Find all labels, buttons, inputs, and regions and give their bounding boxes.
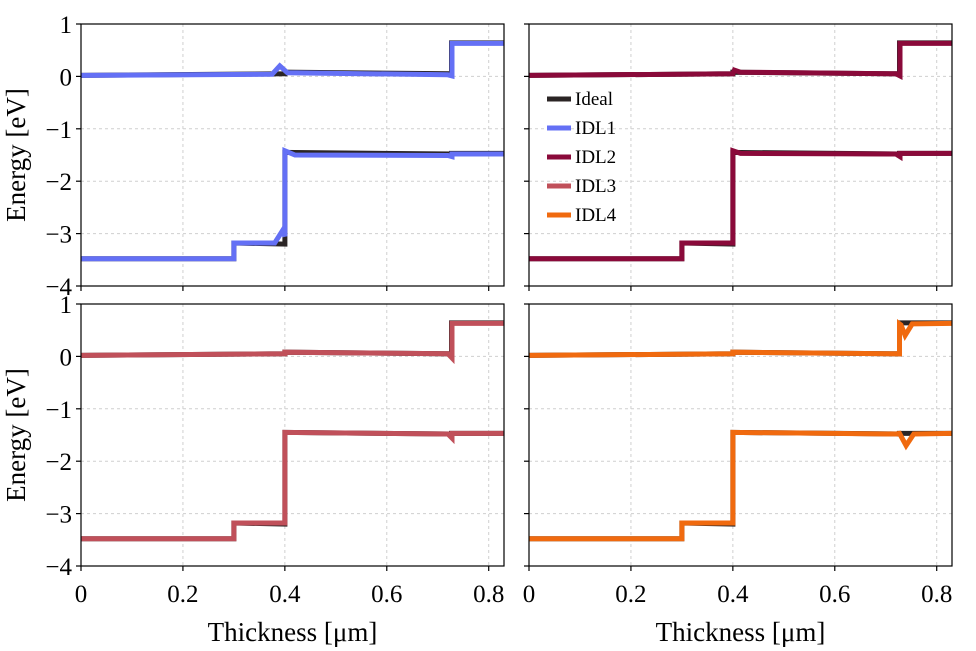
x-tick-label: 0.2 [615, 581, 646, 608]
x-tick-label: 0 [523, 581, 536, 608]
legend-label-idl4: IDL4 [575, 205, 617, 226]
y-tick-label: −1 [45, 397, 72, 424]
y-tick-label: 1 [60, 292, 73, 319]
x-axis-title: Thickness [μm] [208, 617, 378, 647]
y-tick-label: −2 [45, 449, 72, 476]
x-tick-label: 0 [75, 581, 88, 608]
series-line-idl4-vb [529, 429, 952, 542]
series-line-idl1-cb [81, 40, 504, 80]
x-tick-label: 0.6 [371, 581, 402, 608]
x-tick-label: 0.8 [921, 581, 952, 608]
legend-label-idl3: IDL3 [575, 176, 616, 197]
y-tick-label: −4 [45, 554, 72, 581]
y-tick-label: 0 [60, 344, 73, 371]
series-group [81, 40, 504, 262]
series-line-idl3-vb [81, 429, 504, 542]
y-tick-label: −3 [45, 222, 72, 249]
series-line-idl3-cb [81, 320, 504, 365]
panel-bottom-right: 0 0.2 0.4 0.6 0.8 Thickness [μm] [523, 303, 953, 647]
x-axis-title: Thickness [μm] [656, 617, 826, 647]
panel-bottom-left: 0 0.2 0.4 0.6 0.8 1 0 −1 −2 −3 −4 Energy [eV] Thickn… [1, 292, 505, 647]
y-tick-label: 0 [60, 64, 73, 91]
axes-frame [528, 303, 953, 567]
panel-top-right: Ideal IDL1 IDL2 IDL3 IDL4 [524, 23, 953, 291]
legend-label-ideal: Ideal [575, 89, 613, 110]
y-tick-label: 1 [60, 12, 73, 39]
y-tick-label: −2 [45, 169, 72, 196]
series-line-idl1-vb [81, 147, 504, 262]
y-tick-label: −3 [45, 502, 72, 529]
y-tick-label: −4 [45, 274, 72, 301]
series-line-idl2-vb [529, 147, 952, 262]
panel-top-left: 1 0 −1 −2 −3 −4 Energy [eV] [1, 12, 505, 301]
legend-label-idl1: IDL1 [575, 118, 616, 139]
series-line-idl4-cb [529, 318, 952, 358]
x-tick-label: 0.8 [473, 581, 504, 608]
x-tick-label: 0.4 [717, 581, 749, 608]
axes-frame [528, 23, 953, 287]
series-group [81, 320, 504, 542]
x-tick-label: 0.2 [167, 581, 198, 608]
axes-frame [80, 303, 505, 567]
series-line-idl2-cb [529, 40, 952, 80]
legend: Ideal IDL1 IDL2 IDL3 IDL4 [547, 89, 617, 226]
y-axis-title: Energy [eV] [1, 368, 31, 502]
y-tick-label: −1 [45, 117, 72, 144]
series-group [529, 40, 952, 262]
axes-frame [80, 23, 505, 287]
legend-label-idl2: IDL2 [575, 147, 616, 168]
series-group [529, 318, 952, 542]
y-axis-title: Energy [eV] [1, 88, 31, 222]
x-tick-label: 0.4 [269, 581, 301, 608]
x-tick-label: 0.6 [819, 581, 850, 608]
